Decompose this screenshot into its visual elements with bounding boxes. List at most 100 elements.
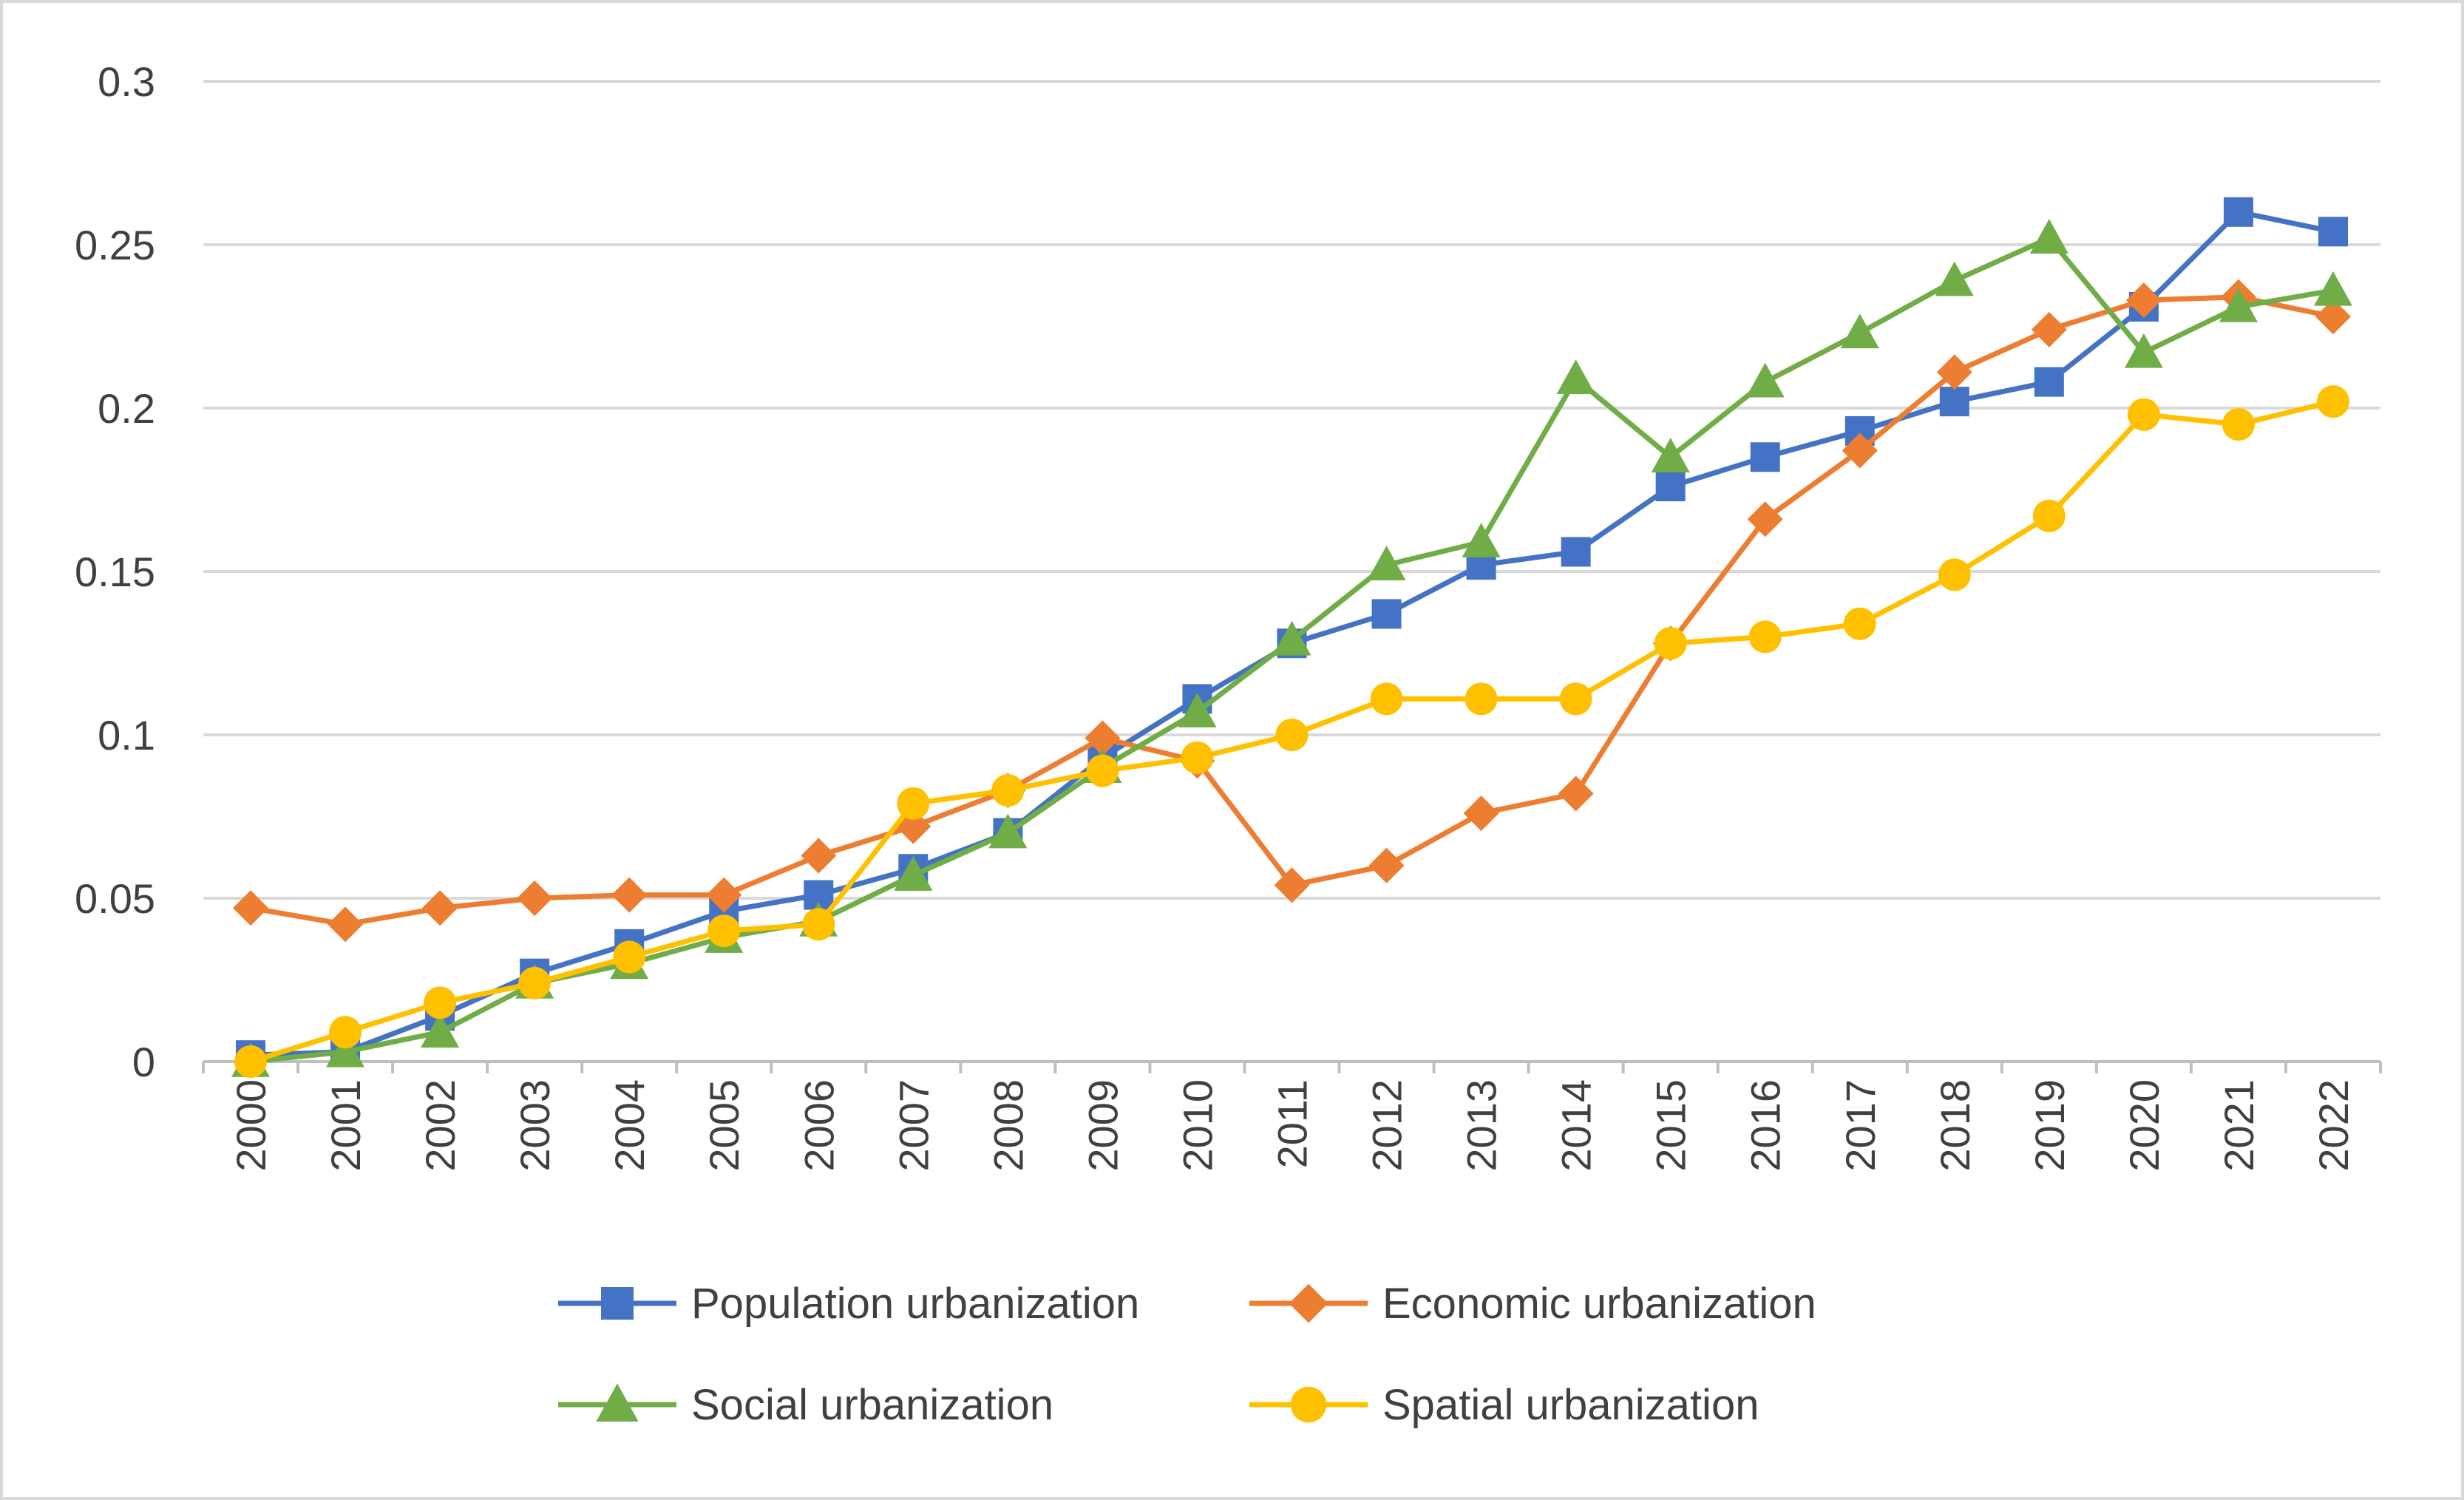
- data-point: [2219, 287, 2258, 322]
- data-point: [1840, 313, 1879, 349]
- data-point: [1086, 754, 1119, 787]
- y-tick-label: 0.05: [75, 875, 155, 922]
- data-point: [1368, 847, 1405, 883]
- data-point: [1654, 627, 1687, 660]
- data-point: [1938, 558, 1971, 591]
- y-tick-label: 0: [132, 1039, 155, 1085]
- gridlines: [203, 80, 2380, 900]
- y-tick-label: 0.2: [98, 385, 155, 432]
- y-tick-label: 0.15: [75, 549, 155, 595]
- data-point: [897, 787, 930, 820]
- data-point: [1275, 719, 1309, 751]
- data-point: [1274, 867, 1310, 903]
- data-point: [1085, 720, 1121, 756]
- legend-item: Economic urbanization: [1249, 1280, 1816, 1328]
- legend-marker: [596, 1383, 639, 1422]
- y-axis: 0 0.05 0.1 0.15 0.2 0.25 0.3: [75, 58, 155, 1085]
- legend-label: Economic urbanization: [1382, 1280, 1816, 1328]
- legend-label: Population urbanization: [691, 1280, 1139, 1328]
- y-tick-label: 0.3: [98, 58, 155, 105]
- series-spatial-urbanization: [234, 385, 2349, 1078]
- data-point: [2316, 385, 2349, 418]
- data-point: [329, 1016, 362, 1049]
- x-tick-label: 2011: [1269, 1079, 1316, 1168]
- data-point: [422, 890, 458, 926]
- x-tick-label: 2002: [417, 1079, 464, 1172]
- x-tick-label: 2017: [1837, 1079, 1884, 1172]
- data-point: [802, 908, 835, 941]
- legend-marker: [1290, 1386, 1327, 1423]
- data-point: [1843, 607, 1876, 640]
- data-point: [1463, 795, 1499, 832]
- data-point: [613, 940, 646, 974]
- data-point: [1747, 501, 1783, 537]
- data-point: [1939, 387, 1969, 417]
- data-point: [517, 880, 553, 916]
- data-point: [2313, 271, 2352, 306]
- y-tick-label: 0.1: [98, 712, 155, 759]
- data-point: [327, 906, 364, 943]
- x-tick-label: 2015: [1648, 1079, 1694, 1172]
- data-point: [2029, 219, 2068, 254]
- x-tick-label: 2021: [2216, 1079, 2262, 1172]
- data-point: [1558, 776, 1594, 812]
- y-tick-label: 0.25: [75, 222, 155, 268]
- legend-item: Population urbanization: [558, 1280, 1139, 1328]
- data-point: [2031, 311, 2067, 347]
- data-point: [706, 877, 742, 913]
- x-tick-label: 2019: [2026, 1079, 2073, 1172]
- x-tick-label: 2004: [606, 1079, 653, 1172]
- data-point: [326, 1032, 365, 1068]
- data-point: [1748, 620, 1782, 654]
- x-tick-label: 2012: [1364, 1079, 1411, 1172]
- data-point: [801, 838, 837, 874]
- data-point: [1935, 261, 1974, 296]
- data-point: [1462, 523, 1501, 558]
- x-tick-label: 2006: [795, 1079, 842, 1172]
- series-line: [250, 294, 2334, 927]
- data-point: [1556, 359, 1595, 395]
- data-point: [234, 1045, 268, 1078]
- data-point: [233, 890, 269, 926]
- data-point: [1181, 741, 1214, 774]
- data-point: [1178, 693, 1217, 727]
- x-tick-label: 2014: [1553, 1079, 1600, 1172]
- x-tick-label: 2009: [1079, 1079, 1126, 1172]
- x-tick-label: 2001: [322, 1079, 369, 1172]
- legend-marker: [1289, 1283, 1328, 1323]
- data-point: [1561, 537, 1591, 567]
- data-point: [1559, 682, 1592, 716]
- legend-marker: [601, 1287, 634, 1320]
- data-point: [424, 986, 457, 1019]
- data-point: [518, 966, 551, 1000]
- data-point: [1367, 546, 1406, 580]
- x-tick-label: 2010: [1174, 1079, 1221, 1172]
- data-point: [1370, 682, 1403, 716]
- data-point: [611, 877, 648, 913]
- data-point: [2318, 217, 2348, 247]
- x-tick-label: 2007: [890, 1079, 937, 1172]
- data-point: [2315, 299, 2351, 335]
- data-point: [421, 1013, 460, 1048]
- data-point: [894, 856, 933, 891]
- legend-item: Spatial urbanization: [1249, 1381, 1759, 1429]
- x-tick-label: 2000: [228, 1079, 274, 1172]
- data-point: [1842, 432, 1878, 469]
- x-tick-label: 2020: [2121, 1079, 2168, 1172]
- x-axis: 2000 2001 2002 2003 2004 2005 2006 2007 2008 2009…: [202, 1060, 2382, 1172]
- x-tick-label: 2022: [2310, 1079, 2357, 1172]
- x-tick-label: 2016: [1742, 1079, 1789, 1172]
- data-point: [2127, 398, 2160, 431]
- x-tick-label: 2008: [985, 1079, 1031, 1172]
- data-point: [1651, 438, 1690, 473]
- data-point: [1655, 472, 1686, 502]
- data-point: [1272, 620, 1311, 656]
- data-point: [988, 813, 1028, 849]
- x-tick-label: 2013: [1459, 1079, 1505, 1172]
- data-point: [1465, 682, 1498, 716]
- data-point: [1936, 354, 1972, 390]
- data-point: [1750, 442, 1780, 472]
- data-point: [2124, 333, 2163, 368]
- series-layer: [231, 197, 2352, 1078]
